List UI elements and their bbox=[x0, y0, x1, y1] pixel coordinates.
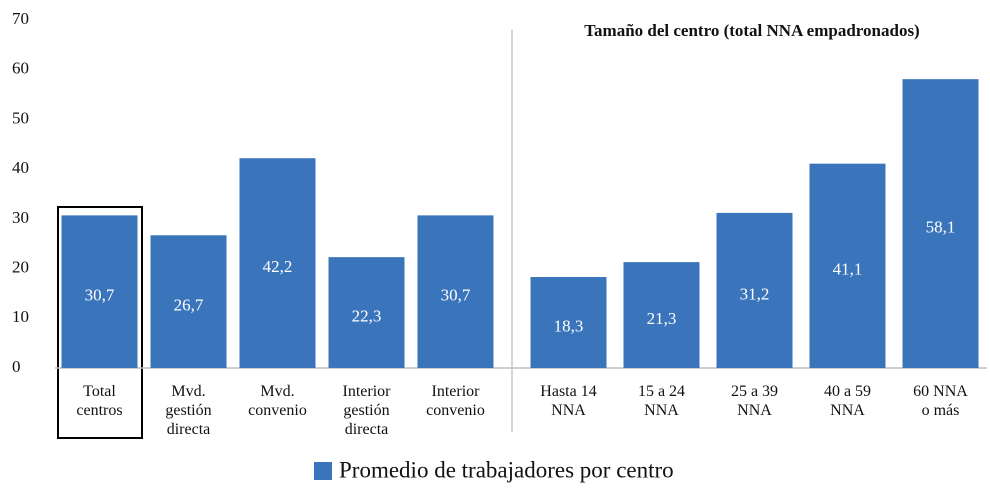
bar bbox=[150, 235, 227, 368]
legend-label: Promedio de trabajadores por centro bbox=[339, 457, 674, 482]
x-tick-label: Interior convenio bbox=[426, 383, 485, 419]
x-tick-label: Mvd. gestión directa bbox=[165, 383, 211, 438]
x-tick-label: 40 a 59 NNA bbox=[824, 383, 871, 419]
value-label: 30,7 bbox=[85, 286, 115, 305]
value-label: 30,7 bbox=[441, 286, 471, 305]
x-tick-label: Interior gestión directa bbox=[343, 383, 392, 438]
x-tick-label: Total centros bbox=[76, 383, 122, 419]
bar bbox=[328, 257, 405, 368]
x-tick-label: Mvd. convenio bbox=[248, 383, 307, 419]
y-tick-label: 60 bbox=[12, 59, 29, 78]
bar bbox=[716, 212, 793, 368]
x-tick-label: 60 NNA o más bbox=[913, 383, 968, 419]
y-tick-label: 70 bbox=[12, 9, 29, 28]
x-tick-label: Hasta 14 NNA bbox=[540, 383, 596, 419]
y-tick-label: 20 bbox=[12, 257, 29, 276]
value-label: 31,2 bbox=[740, 284, 770, 303]
bar bbox=[530, 277, 607, 368]
value-label: 58,1 bbox=[926, 217, 956, 236]
value-label: 22,3 bbox=[352, 306, 382, 325]
x-tick-label: 25 a 39 NNA bbox=[731, 383, 778, 419]
y-tick-label: 30 bbox=[12, 208, 29, 227]
value-label: 21,3 bbox=[647, 309, 677, 328]
bar bbox=[239, 158, 316, 368]
bar bbox=[902, 79, 979, 368]
y-tick-label: 40 bbox=[12, 158, 29, 177]
value-label: 41,1 bbox=[833, 260, 863, 279]
value-label: 42,2 bbox=[263, 257, 293, 276]
group-title: Tamaño del centro (total NNA empadronado… bbox=[584, 21, 919, 40]
x-tick-label: 15 a 24 NNA bbox=[638, 383, 685, 419]
highlight-box bbox=[57, 206, 143, 439]
bar bbox=[809, 163, 886, 368]
legend-swatch bbox=[314, 462, 332, 480]
value-label: 26,7 bbox=[174, 296, 204, 315]
bar bbox=[61, 215, 138, 368]
y-tick-label: 0 bbox=[12, 357, 21, 376]
bar bbox=[623, 262, 700, 368]
value-label: 18,3 bbox=[554, 316, 584, 335]
bar bbox=[417, 215, 494, 368]
y-tick-label: 10 bbox=[12, 307, 29, 326]
y-tick-label: 50 bbox=[12, 108, 29, 127]
